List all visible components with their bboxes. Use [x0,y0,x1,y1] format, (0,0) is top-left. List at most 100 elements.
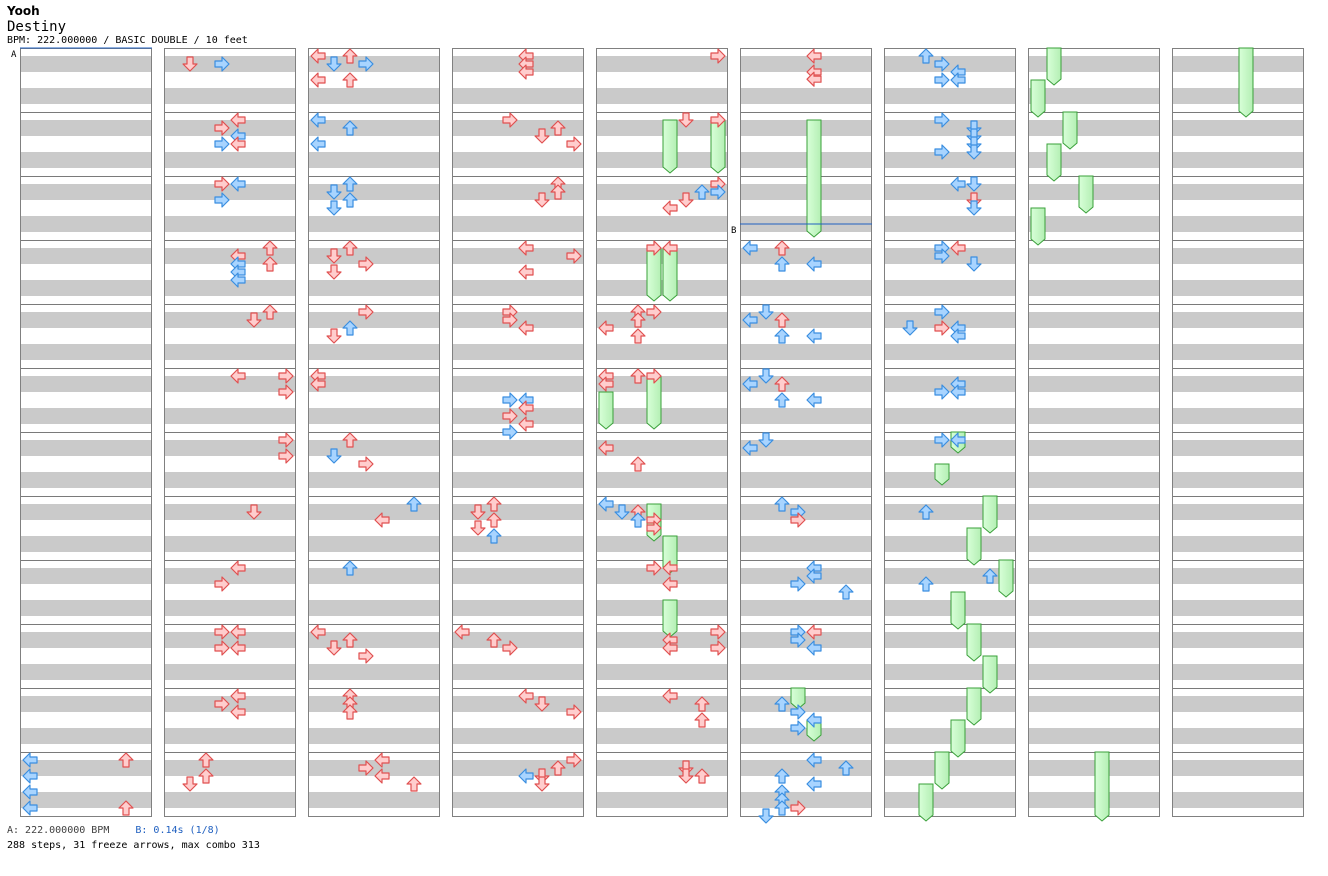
up-arrow-icon [774,496,790,512]
footer-bpm-line: A: 222.000000 BPM B: 0.14s (1/8) [7,825,220,836]
up-arrow-icon [630,312,646,328]
right-arrow-icon [278,448,294,464]
left-arrow-icon [374,512,390,528]
up-arrow-icon [774,256,790,272]
up-arrow-icon [342,72,358,88]
down-arrow-icon [678,768,694,784]
right-arrow-icon [278,432,294,448]
left-arrow-icon [310,624,326,640]
freeze-arrow [966,527,982,566]
right-arrow-icon [934,112,950,128]
right-arrow-icon [790,704,806,720]
right-arrow-icon [278,384,294,400]
down-arrow-icon [758,432,774,448]
up-arrow-icon [774,800,790,816]
up-arrow-icon [342,192,358,208]
chart-column [308,48,440,817]
up-arrow-icon [774,768,790,784]
freeze-arrow [918,783,934,822]
up-arrow-icon [262,256,278,272]
left-arrow-icon [454,624,470,640]
down-arrow-icon [758,304,774,320]
freeze-arrow [1030,207,1046,246]
right-arrow-icon [214,176,230,192]
freeze-arrow [1046,47,1062,86]
right-arrow-icon [790,632,806,648]
right-arrow-icon [358,256,374,272]
left-arrow-icon [374,768,390,784]
freeze-arrow [710,119,726,174]
down-arrow-icon [758,368,774,384]
left-arrow-icon [518,240,534,256]
chart-meta: BPM: 222.000000 / BASIC DOUBLE / 10 feet [7,35,248,46]
left-arrow-icon [518,264,534,280]
left-arrow-icon [742,240,758,256]
up-arrow-icon [694,696,710,712]
song-artist: Yooh [7,4,40,18]
down-arrow-icon [534,192,550,208]
down-arrow-icon [326,200,342,216]
up-arrow-icon [342,320,358,336]
up-arrow-icon [262,304,278,320]
down-arrow-icon [966,256,982,272]
right-arrow-icon [214,136,230,152]
left-arrow-icon [806,392,822,408]
down-arrow-icon [534,776,550,792]
right-arrow-icon [358,304,374,320]
freeze-arrow [1062,111,1078,150]
freeze-arrow [1046,143,1062,182]
right-arrow-icon [214,640,230,656]
up-arrow-icon [342,704,358,720]
left-arrow-icon [598,440,614,456]
right-arrow-icon [934,144,950,160]
left-arrow-icon [742,376,758,392]
up-arrow-icon [486,512,502,528]
right-arrow-icon [646,560,662,576]
down-arrow-icon [902,320,918,336]
left-arrow-icon [230,704,246,720]
up-arrow-icon [694,184,710,200]
right-arrow-icon [646,520,662,536]
freeze-arrow [1078,175,1094,214]
right-arrow-icon [710,48,726,64]
left-arrow-icon [950,384,966,400]
up-arrow-icon [198,752,214,768]
left-arrow-icon [950,240,966,256]
bpm-note: A: 222.000000 BPM [7,825,110,836]
right-arrow-icon [566,248,582,264]
right-arrow-icon [214,120,230,136]
footer-stats: 288 steps, 31 freeze arrows, max combo 3… [7,840,260,851]
up-arrow-icon [774,312,790,328]
right-arrow-icon [934,56,950,72]
left-arrow-icon [806,256,822,272]
right-arrow-icon [790,720,806,736]
left-arrow-icon [230,640,246,656]
left-arrow-icon [806,776,822,792]
down-arrow-icon [182,776,198,792]
left-arrow-icon [22,784,38,800]
left-arrow-icon [518,64,534,80]
left-arrow-icon [310,136,326,152]
right-arrow-icon [214,624,230,640]
up-arrow-icon [486,528,502,544]
up-arrow-icon [774,392,790,408]
left-arrow-icon [310,112,326,128]
left-arrow-icon [518,416,534,432]
right-arrow-icon [710,640,726,656]
up-arrow-icon [118,800,134,816]
up-arrow-icon [406,776,422,792]
right-arrow-icon [934,304,950,320]
right-arrow-icon [934,432,950,448]
down-arrow-icon [614,504,630,520]
left-arrow-icon [230,112,246,128]
right-arrow-icon [934,72,950,88]
freeze-arrow [646,247,662,302]
right-arrow-icon [934,248,950,264]
right-arrow-icon [566,136,582,152]
right-arrow-icon [790,512,806,528]
right-arrow-icon [502,392,518,408]
up-arrow-icon [342,240,358,256]
up-arrow-icon [118,752,134,768]
left-arrow-icon [518,400,534,416]
chart-column [596,48,728,817]
